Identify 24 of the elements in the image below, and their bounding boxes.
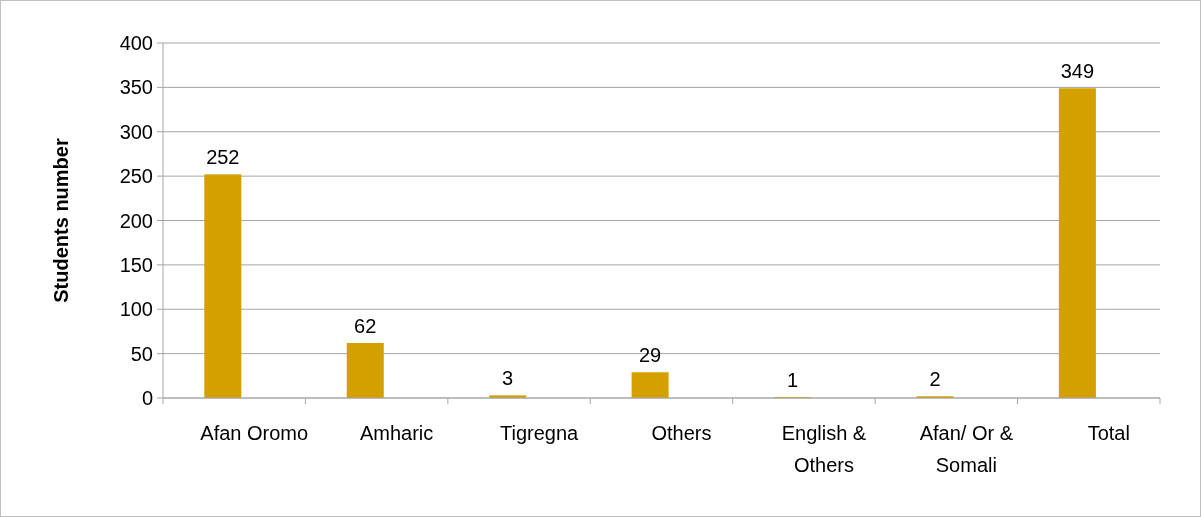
data-label: 62 bbox=[354, 314, 377, 337]
y-tick-label: 250 bbox=[119, 165, 153, 188]
x-tick-label: English & Others bbox=[781, 422, 867, 476]
x-tick-label: Others bbox=[651, 422, 712, 444]
y-tick-label: 0 bbox=[141, 387, 153, 409]
y-tick-label: 400 bbox=[119, 32, 153, 54]
data-label: 29 bbox=[638, 344, 662, 367]
x-tick-label: Total bbox=[1087, 422, 1130, 444]
y-tick-label: 200 bbox=[119, 209, 153, 232]
x-tick-label: Afan Oromo bbox=[200, 422, 309, 444]
data-label: 2 bbox=[929, 368, 941, 391]
data-label: 252 bbox=[206, 146, 240, 169]
y-tick-label: 150 bbox=[119, 253, 153, 276]
x-tick-label: Afan/ Or & Somali bbox=[919, 422, 1014, 476]
x-tick-label: Amharic bbox=[359, 422, 434, 444]
data-label: 349 bbox=[1060, 60, 1095, 83]
y-tick-label: 300 bbox=[119, 120, 153, 143]
y-tick-label: 50 bbox=[130, 342, 153, 365]
y-tick-label: 100 bbox=[119, 298, 153, 321]
y-axis-title: Students number bbox=[50, 138, 72, 303]
data-label: 3 bbox=[502, 367, 514, 390]
y-tick-label: 350 bbox=[119, 76, 153, 99]
x-tick-label: Tigregna bbox=[499, 422, 580, 444]
data-label: 1 bbox=[786, 369, 799, 392]
